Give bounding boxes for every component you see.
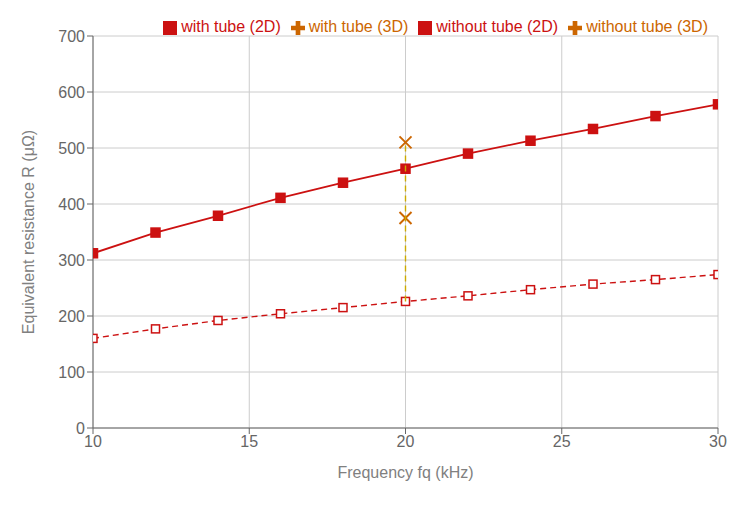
html-text:without tube (3D): without tube (3D) [586,18,708,35]
svg-text:600: 600 [58,84,85,101]
svg-text:30: 30 [709,433,727,450]
svg-text:700: 700 [58,28,85,45]
svg-text:300: 300 [58,252,85,269]
html-text:without tube (2D): without tube (2D) [436,18,559,35]
svg-text:15: 15 [240,433,258,450]
svg-text:Frequency fq (kHz): Frequency fq (kHz) [337,464,473,481]
svg-text:400: 400 [58,196,85,213]
svg-text:100: 100 [58,364,85,381]
html-text:with tube (3D): with tube (3D) [308,18,409,35]
svg-text:500: 500 [58,140,85,157]
svg-text:Equivalent resistance R (μΩ): Equivalent resistance R (μΩ) [20,130,37,334]
svg-text:200: 200 [58,308,85,325]
svg-text:20: 20 [397,433,415,450]
svg-text:10: 10 [84,433,102,450]
svg-text:0: 0 [76,420,85,437]
html-text:with tube (2D): with tube (2D) [181,18,281,35]
svg-text:25: 25 [553,433,571,450]
